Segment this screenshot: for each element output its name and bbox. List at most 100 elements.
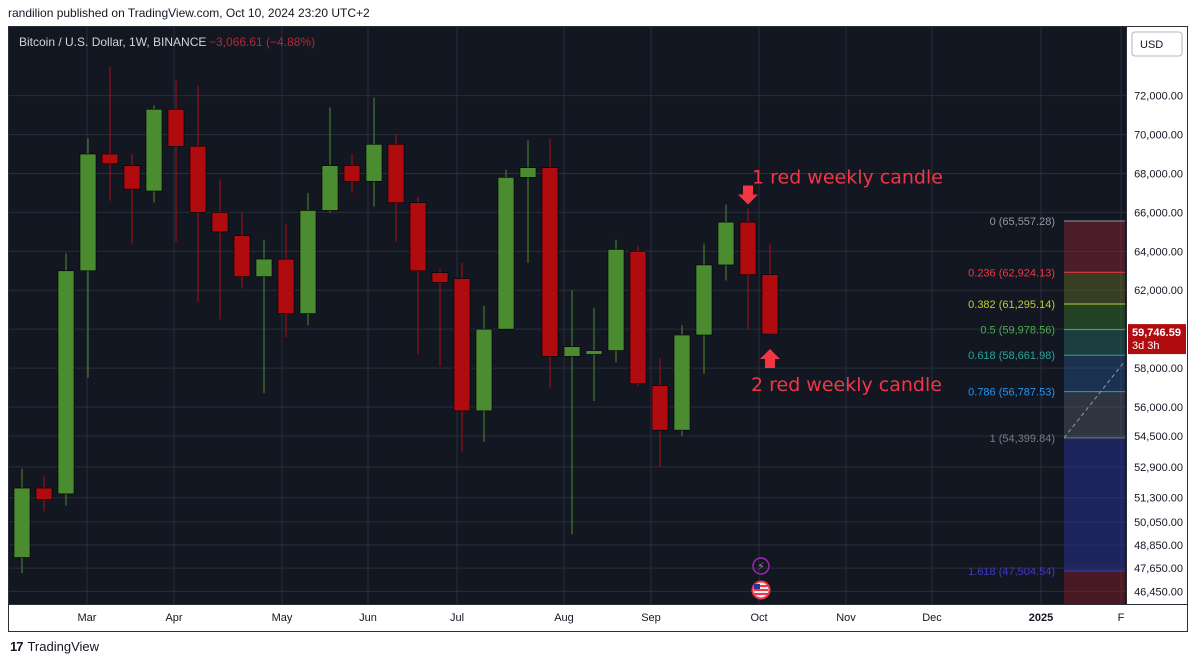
candle-body xyxy=(497,177,515,330)
fib-level-label: 0.786 (56,787.53) xyxy=(968,387,1055,399)
candle xyxy=(255,239,273,394)
tradingview-brand[interactable]: TradingView xyxy=(27,639,100,654)
candle xyxy=(189,85,207,302)
candle xyxy=(607,239,625,363)
fib-zone xyxy=(1064,437,1125,571)
candle-body xyxy=(695,264,713,336)
candle-body xyxy=(167,108,185,147)
candle xyxy=(123,154,141,244)
candle-body xyxy=(189,145,207,213)
candle-body xyxy=(541,167,559,357)
candle-body xyxy=(13,487,31,558)
candle xyxy=(299,192,317,326)
candle xyxy=(651,358,669,467)
candle xyxy=(409,196,427,355)
price-tick-label: 70,000.00 xyxy=(1134,130,1183,142)
flag-stripe xyxy=(754,593,768,595)
down-arrow-icon xyxy=(738,185,758,205)
time-tick-label: Dec xyxy=(922,612,942,624)
publish-info: randilion published on TradingView.com, … xyxy=(8,6,370,20)
candle-body xyxy=(673,334,691,431)
candle-body xyxy=(585,350,603,355)
candle xyxy=(563,290,581,535)
fib-trend-line xyxy=(1063,360,1126,439)
fib-level-label: 0 (65,557.28) xyxy=(990,216,1055,228)
current-price-value: 59,746.59 xyxy=(1132,327,1181,339)
candle xyxy=(585,307,603,402)
time-tick-label: Jun xyxy=(359,612,377,624)
price-tick-label: 64,000.00 xyxy=(1134,246,1183,258)
candle-body xyxy=(651,385,669,431)
fib-level-label: 0.618 (58,661.98) xyxy=(968,350,1055,362)
candle xyxy=(277,224,295,337)
time-tick-label: May xyxy=(272,612,293,624)
fib-level-label: 0.382 (61,295.14) xyxy=(968,299,1055,311)
candle xyxy=(167,80,185,242)
candle xyxy=(475,305,493,442)
candle xyxy=(343,154,361,193)
candle xyxy=(101,66,119,201)
fib-zone xyxy=(1064,391,1125,438)
candle xyxy=(453,263,471,452)
chart-title: Bitcoin / U.S. Dollar, 1W, BINANCE xyxy=(19,35,206,49)
candle-body xyxy=(57,270,75,495)
time-tick-label: 2025 xyxy=(1029,612,1053,624)
price-tick-label: 68,000.00 xyxy=(1134,168,1183,180)
candle xyxy=(519,140,537,263)
price-tick-label: 51,300.00 xyxy=(1134,493,1183,505)
annotation-label: 1 red weekly candle xyxy=(752,167,943,189)
candle xyxy=(695,243,713,374)
price-tick-label: 47,650.00 xyxy=(1134,563,1183,575)
currency-button[interactable] xyxy=(1131,31,1183,57)
candle-body xyxy=(475,328,493,412)
price-tick-label: 72,000.00 xyxy=(1134,91,1183,103)
candle xyxy=(717,204,735,281)
time-tick-label: Jul xyxy=(450,612,464,624)
fib-zone xyxy=(1064,221,1125,273)
time-tick-label: Apr xyxy=(165,612,182,624)
lightning-glyph-icon: ⚡ xyxy=(757,560,765,573)
fib-level-label: 0.236 (62,924.13) xyxy=(968,267,1055,279)
candle xyxy=(387,134,405,242)
currency-button-label: USD xyxy=(1140,39,1163,51)
candle-body xyxy=(211,212,229,233)
flag-stripe xyxy=(754,589,768,591)
candle-body xyxy=(123,165,141,190)
candle xyxy=(497,169,515,330)
price-tick-label: 50,050.00 xyxy=(1134,517,1183,529)
fib-level-label: 0.5 (59,978.56) xyxy=(980,325,1055,337)
plot-background xyxy=(9,27,1126,604)
candle xyxy=(35,476,53,512)
price-tick-label: 66,000.00 xyxy=(1134,207,1183,219)
footer: 17 TradingView xyxy=(10,639,99,654)
up-arrow-icon xyxy=(760,349,780,368)
price-tick-label: 48,850.00 xyxy=(1134,540,1183,552)
fib-zone xyxy=(1064,329,1125,356)
candle xyxy=(541,138,559,388)
time-axis-background xyxy=(9,604,1187,631)
candle-body xyxy=(233,235,251,277)
candle xyxy=(431,268,449,367)
time-tick-label: Aug xyxy=(554,612,574,624)
fib-zone xyxy=(1064,570,1125,604)
candle-body xyxy=(277,258,295,314)
price-tick-label: 62,000.00 xyxy=(1134,285,1183,297)
chart-frame[interactable]: 72,000.00 70,000.00 68,000.00 66,000.00 64,0… xyxy=(8,26,1188,632)
time-tick-label: Nov xyxy=(836,612,856,624)
candle xyxy=(79,138,97,378)
candle xyxy=(321,107,339,213)
fib-zone xyxy=(1064,355,1125,392)
candle-body xyxy=(343,165,361,182)
candlestick-chart[interactable]: 72,000.00 70,000.00 68,000.00 66,000.00 64,0… xyxy=(9,27,1187,631)
lightning-event-icon xyxy=(752,557,770,575)
candle-body xyxy=(365,143,383,182)
candle xyxy=(365,97,383,207)
candle-body xyxy=(717,221,735,266)
fib-level-label: 1 (54,399.84) xyxy=(990,433,1055,445)
fib-level-label: 1.618 (47,504.54) xyxy=(968,566,1055,578)
price-tick-label: 46,450.00 xyxy=(1134,586,1183,598)
price-change: −3,066.61 (−4.88%) xyxy=(209,35,315,49)
fib-zone xyxy=(1064,303,1125,330)
candle-body xyxy=(739,221,757,275)
candle-body xyxy=(255,258,273,277)
